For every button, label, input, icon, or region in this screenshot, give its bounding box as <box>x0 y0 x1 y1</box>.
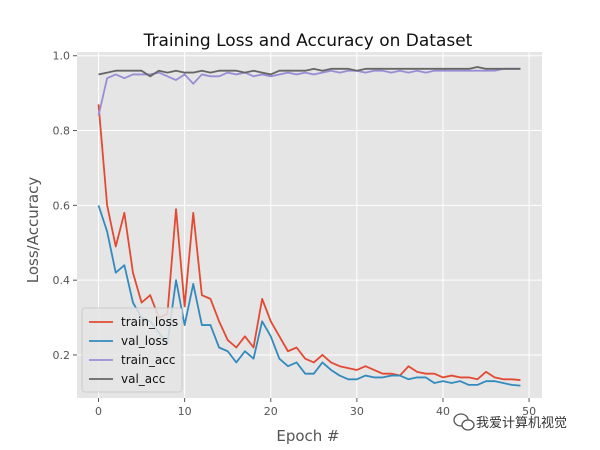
series-line-train_loss <box>97 104 521 381</box>
y-axis-label: Loss/Accuracy <box>24 177 42 284</box>
x-tick-label: 0 <box>95 405 102 418</box>
x-tick-label: 30 <box>350 405 364 418</box>
watermark-text: 我爱计算机视觉 <box>476 416 567 431</box>
x-tick-label: 10 <box>178 405 192 418</box>
series-line-train_acc <box>97 67 521 116</box>
series-line-val_acc <box>98 66 521 78</box>
y-tick-label: 0.8 <box>53 125 71 138</box>
legend-box <box>81 307 183 393</box>
x-tick-label: 50 <box>522 405 536 418</box>
legend-label-train_acc: train_acc <box>121 353 175 367</box>
legend-label-train_loss: train_loss <box>121 315 178 329</box>
y-tick-label: 0.4 <box>53 274 71 287</box>
x-axis-ticks: 0 10 20 30 40 50 <box>95 398 536 418</box>
watermark: 我爱计算机视觉 <box>453 413 567 431</box>
x-axis-label: Epoch # <box>276 427 339 445</box>
legend: train_loss val_loss train_acc val_acc <box>81 307 183 393</box>
legend-label-val_loss: val_loss <box>121 334 168 348</box>
x-tick-label: 40 <box>436 405 450 418</box>
y-tick-label: 0.2 <box>53 349 71 362</box>
legend-label-val_acc: val_acc <box>121 372 165 386</box>
series-lines <box>97 66 521 387</box>
chart-title: Training Loss and Accuracy on Dataset <box>143 31 473 51</box>
grid <box>77 52 542 398</box>
y-tick-label: 0.6 <box>53 199 71 212</box>
wechat-icon <box>453 413 475 431</box>
y-tick-label: 1.0 <box>53 50 71 63</box>
x-tick-label: 20 <box>264 405 278 418</box>
y-axis-ticks: 0.2 0.4 0.6 0.8 1.0 <box>53 50 77 362</box>
